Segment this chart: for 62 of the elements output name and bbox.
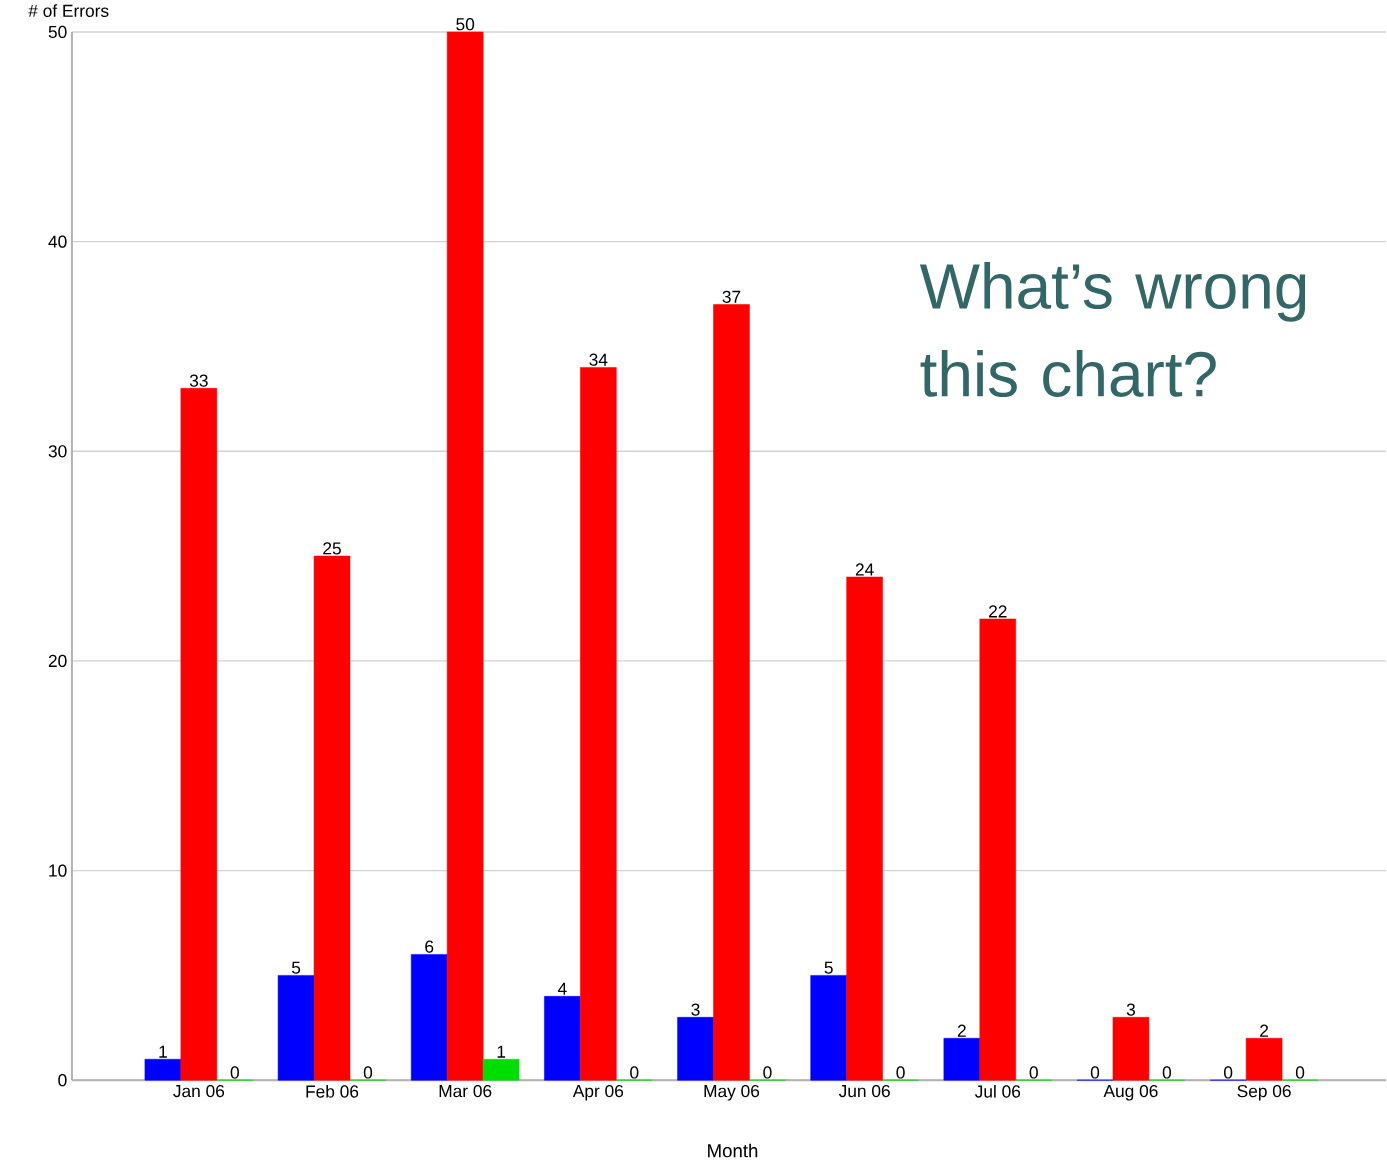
data-label: 0: [230, 1066, 239, 1079]
bar: [810, 975, 847, 1081]
data-label: 1: [159, 1045, 167, 1058]
y-tick-label: 50: [48, 25, 67, 39]
y-tick-label: 10: [49, 864, 67, 877]
y-tick-label: 40: [48, 235, 67, 248]
y-axis-title: # of Errors: [28, 4, 109, 17]
data-label: 0: [1090, 1066, 1100, 1079]
data-label: 1: [497, 1045, 506, 1058]
data-label: 5: [824, 961, 833, 974]
data-label: 24: [855, 563, 874, 576]
bar: [713, 304, 750, 1081]
data-label: 2: [1260, 1024, 1269, 1037]
x-tick-label: Jun 06: [838, 1084, 890, 1098]
annotation: What’s wrong this chart?: [919, 261, 1306, 397]
y-tick-label: 0: [58, 1074, 67, 1087]
data-label: 4: [557, 982, 567, 995]
bar: [410, 954, 448, 1081]
x-tick-label: Mar 06: [439, 1084, 492, 1098]
data-label: 34: [589, 353, 608, 366]
data-label: 0: [363, 1066, 373, 1079]
data-label: 0: [1029, 1066, 1038, 1079]
x-tick-label: Jan 06: [173, 1084, 225, 1098]
bar: [277, 975, 315, 1081]
bar: [943, 1037, 981, 1081]
bar: [846, 576, 883, 1081]
data-label: 2: [957, 1024, 966, 1037]
bar: [446, 31, 484, 1081]
data-label: 0: [896, 1066, 905, 1079]
data-label: 6: [425, 940, 434, 953]
bar: [180, 388, 218, 1081]
bar: [1245, 1037, 1283, 1081]
data-label: 0: [630, 1066, 639, 1079]
x-axis-title: Month: [708, 1143, 758, 1158]
data-label: 37: [722, 290, 741, 303]
x-tick-label: May 06: [704, 1084, 760, 1101]
data-label: 0: [763, 1066, 772, 1079]
data-label: 22: [989, 605, 1007, 618]
data-label: 5: [291, 961, 301, 974]
bar: [544, 996, 581, 1081]
bar: [677, 1016, 714, 1081]
bar: [313, 555, 351, 1081]
y-tick-label: 20: [48, 654, 67, 667]
x-tick-label: Sep 06: [1237, 1084, 1291, 1101]
bar: [144, 1058, 182, 1081]
data-label: 0: [1295, 1066, 1305, 1079]
y-tick-label: 30: [48, 445, 67, 458]
x-tick-label: Feb 06: [306, 1084, 359, 1098]
bar: [482, 1058, 520, 1081]
bar: [979, 618, 1017, 1081]
data-label: 3: [1126, 1003, 1136, 1016]
data-label: 25: [323, 542, 341, 555]
x-tick-label: Aug 06: [1103, 1084, 1158, 1101]
bar: [580, 367, 617, 1081]
data-label: 3: [691, 1003, 700, 1016]
data-label: 0: [1224, 1066, 1233, 1079]
data-label: 33: [189, 374, 208, 387]
data-label: 50: [456, 18, 475, 31]
x-tick-label: Jul 06: [974, 1084, 1021, 1098]
x-tick-label: Apr 06: [572, 1084, 624, 1101]
data-label: 0: [1162, 1066, 1172, 1079]
bar: [1112, 1016, 1150, 1081]
